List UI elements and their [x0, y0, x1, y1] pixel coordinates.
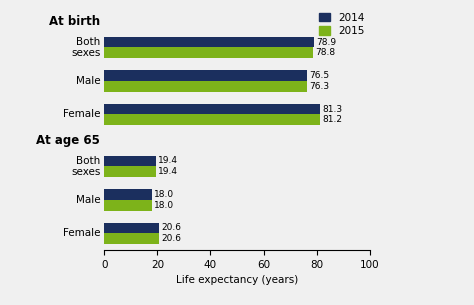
Bar: [104, 104, 320, 114]
Text: 19.4: 19.4: [158, 167, 178, 176]
Text: 18.0: 18.0: [154, 190, 174, 199]
Bar: [104, 223, 159, 233]
Bar: [104, 47, 313, 58]
X-axis label: Life expectancy (years): Life expectancy (years): [176, 275, 298, 285]
Bar: [104, 233, 159, 244]
Text: 76.5: 76.5: [310, 71, 329, 80]
Legend: 2014, 2015: 2014, 2015: [319, 13, 365, 36]
Bar: [104, 70, 307, 81]
Text: At age 65: At age 65: [36, 134, 100, 147]
Text: Both
sexes: Both sexes: [71, 156, 100, 177]
Bar: [104, 166, 156, 177]
Text: 19.4: 19.4: [158, 156, 178, 166]
Bar: [104, 81, 307, 92]
Text: 81.3: 81.3: [322, 105, 342, 113]
Bar: [104, 156, 156, 166]
Text: At birth: At birth: [49, 15, 100, 28]
Text: 78.9: 78.9: [316, 38, 336, 47]
Text: 20.6: 20.6: [161, 234, 181, 243]
Bar: [104, 200, 152, 210]
Text: Female: Female: [63, 228, 100, 238]
Bar: [104, 37, 314, 47]
Text: 20.6: 20.6: [161, 224, 181, 232]
Text: Male: Male: [76, 76, 100, 86]
Text: Both
sexes: Both sexes: [71, 37, 100, 58]
Text: Male: Male: [76, 195, 100, 205]
Text: 78.8: 78.8: [316, 48, 336, 57]
Text: 18.0: 18.0: [154, 201, 174, 210]
Text: Female: Female: [63, 109, 100, 119]
Bar: [104, 114, 320, 125]
Text: 76.3: 76.3: [309, 82, 329, 91]
Bar: [104, 189, 152, 200]
Text: 81.2: 81.2: [322, 115, 342, 124]
